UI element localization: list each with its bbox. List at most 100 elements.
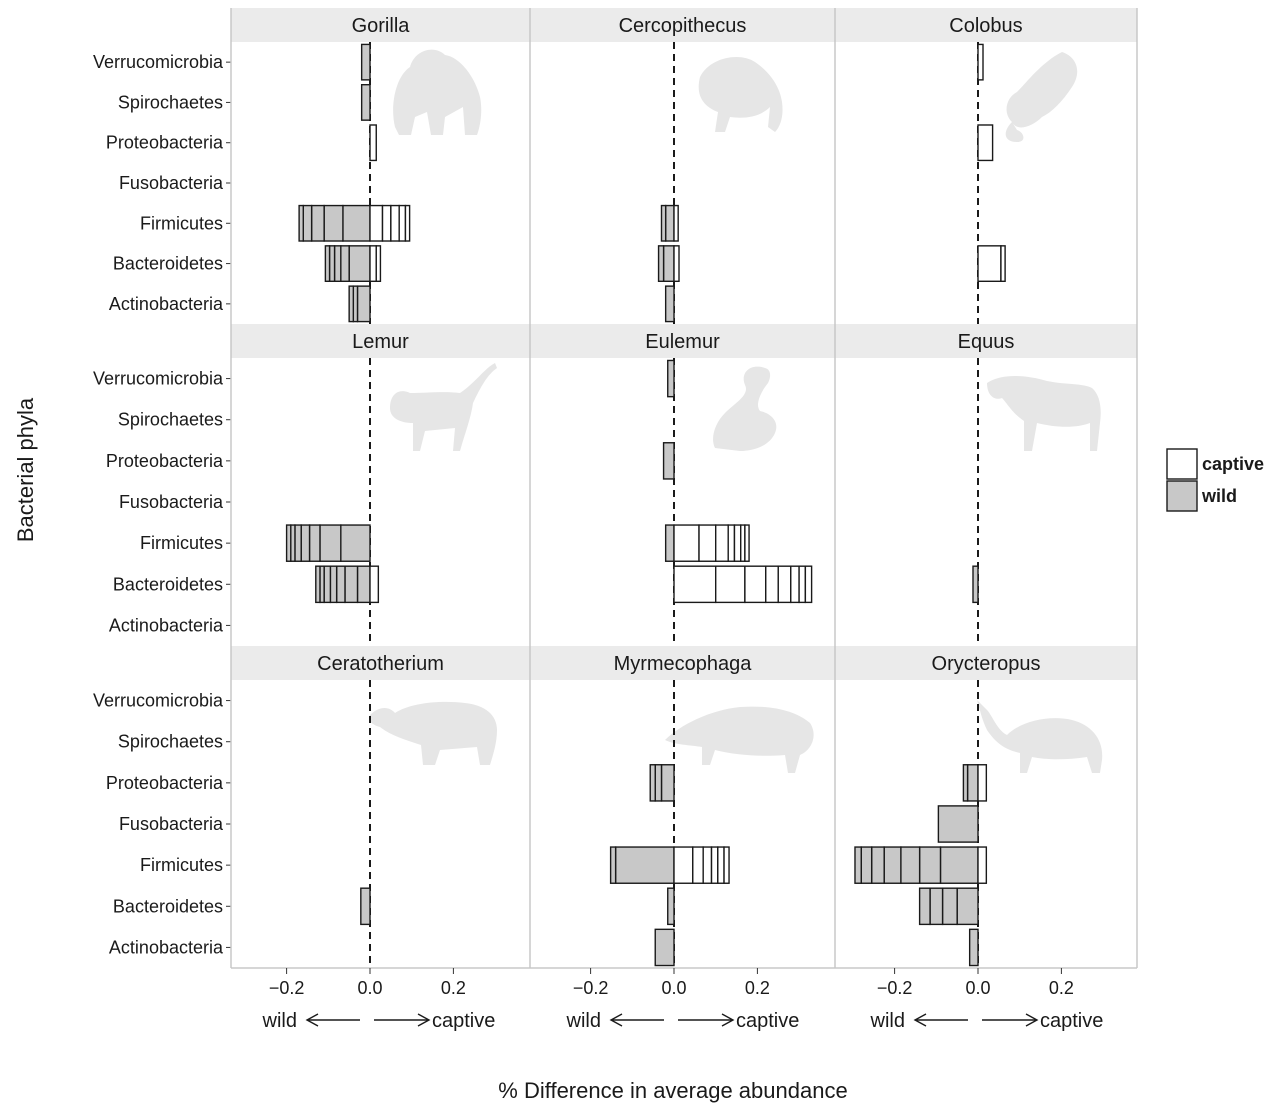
lemur-silhouette-icon xyxy=(390,363,497,451)
strip-label-myrmecophaga: Myrmecophaga xyxy=(614,653,753,675)
phylum-label-actinobacteria: Actinobacteria xyxy=(109,937,224,957)
direction-label-wild: wild xyxy=(870,1010,905,1032)
panels-layer: Gorilla Verrucomicrobia Spirochaetes Proteo… xyxy=(93,8,1137,968)
strip-label-eulemur: Eulemur xyxy=(645,331,720,353)
strip-background xyxy=(530,8,835,42)
bar-captive-verrucomicrobia xyxy=(977,43,984,81)
panel-gorilla: Gorilla Verrucomicrobia Spirochaetes Proteo… xyxy=(93,8,530,324)
horse-silhouette-icon xyxy=(987,376,1101,451)
x-tick-label: 0.0 xyxy=(661,978,686,998)
panel-orycteropus: Orycteropus xyxy=(835,646,1137,968)
bar-wild-verrucomicrobia xyxy=(667,359,675,398)
bar-wild-proteobacteria xyxy=(966,764,979,802)
bar-captive-bacteroidetes xyxy=(375,245,382,282)
anteater-silhouette-icon xyxy=(665,706,814,773)
panel-colobus: Colobus xyxy=(835,8,1137,324)
direction-label-captive: captive xyxy=(1040,1010,1103,1032)
phylum-label-proteobacteria: Proteobacteria xyxy=(106,773,224,793)
bar-captive-firmicutes xyxy=(717,846,725,884)
strip-background xyxy=(231,646,530,680)
bar-captive-firmicutes xyxy=(715,524,729,562)
phylum-label-verrucomicrobia: Verrucomicrobia xyxy=(93,52,224,72)
panel-myrmecophaga: Myrmecophaga xyxy=(530,646,835,968)
arrow-right-head-icon xyxy=(721,1013,735,1027)
bar-wild-firmicutes xyxy=(900,846,921,884)
bar-wild-firmicutes xyxy=(298,204,304,242)
bar-captive-firmicutes xyxy=(381,204,392,242)
bar-wild-firmicutes xyxy=(918,846,942,884)
bar-wild-firmicutes xyxy=(319,524,342,562)
phylum-label-firmicutes: Firmicutes xyxy=(140,855,223,875)
phylum-label-spirochaetes: Spirochaetes xyxy=(118,410,223,430)
phylum-label-bacteroidetes: Bacteroidetes xyxy=(113,574,223,594)
bar-captive-bacteroidetes xyxy=(673,565,717,604)
bar-wild-verrucomicrobia xyxy=(360,43,371,81)
bar-captive-bacteroidetes xyxy=(977,245,1002,282)
bar-wild-firmicutes xyxy=(294,524,302,562)
phylum-label-fusobacteria: Fusobacteria xyxy=(119,814,224,834)
x-tick-label: −0.2 xyxy=(877,978,913,998)
bar-captive-firmicutes xyxy=(733,524,742,562)
bar-wild-bacteroidetes xyxy=(324,245,331,282)
legend-label-captive: captive xyxy=(1202,454,1264,474)
bar-wild-actinobacteria xyxy=(654,928,675,967)
phylum-label-actinobacteria: Actinobacteria xyxy=(109,615,224,635)
bar-wild-bacteroidetes xyxy=(356,565,371,604)
x-tick-label: 0.0 xyxy=(357,978,382,998)
bar-captive-firmicutes xyxy=(723,846,730,884)
x-tick-label: −0.2 xyxy=(269,978,305,998)
phylum-label-bacteroidetes: Bacteroidetes xyxy=(113,896,223,916)
bar-wild-proteobacteria xyxy=(654,764,663,802)
direction-label-captive: captive xyxy=(736,1010,799,1032)
bar-captive-bacteroidetes xyxy=(804,565,813,604)
strip-label-orycteropus: Orycteropus xyxy=(932,653,1041,675)
phylum-label-bacteroidetes: Bacteroidetes xyxy=(113,254,223,274)
bar-wild-firmicutes xyxy=(285,524,292,562)
bar-wild-bacteroidetes xyxy=(662,245,675,282)
monkey-silhouette-icon xyxy=(698,57,783,132)
phylum-label-verrucomicrobia: Verrucomicrobia xyxy=(93,691,224,711)
phylum-label-firmicutes: Firmicutes xyxy=(140,533,223,553)
panel-equus: Equus xyxy=(835,324,1137,646)
bar-captive-firmicutes xyxy=(698,524,717,562)
phylum-label-proteobacteria: Proteobacteria xyxy=(106,133,224,153)
arrow-right-head-icon xyxy=(1025,1013,1039,1027)
strip-background xyxy=(835,646,1137,680)
bar-wild-firmicutes xyxy=(614,846,675,884)
bar-wild-bacteroidetes xyxy=(323,565,332,604)
bar-wild-firmicutes xyxy=(660,204,667,242)
bar-wild-bacteroidetes xyxy=(335,565,346,604)
arrow-right-head-icon xyxy=(417,1013,431,1027)
bar-wild-bacteroidetes xyxy=(972,565,979,604)
bar-wild-actinobacteria xyxy=(664,285,675,323)
bar-captive-proteobacteria xyxy=(369,124,377,162)
bar-captive-bacteroidetes xyxy=(1000,245,1006,282)
bar-wild-firmicutes xyxy=(300,524,311,562)
bar-captive-firmicutes xyxy=(710,846,719,884)
bar-captive-firmicutes xyxy=(744,524,750,562)
bar-wild-firmicutes xyxy=(664,204,675,242)
bar-wild-firmicutes xyxy=(302,204,313,242)
bar-wild-proteobacteria xyxy=(649,764,656,802)
bar-captive-bacteroidetes xyxy=(369,565,380,604)
bar-captive-bacteroidetes xyxy=(673,245,680,282)
bar-captive-bacteroidetes xyxy=(777,565,792,604)
bar-wild-bacteroidetes xyxy=(929,887,944,926)
legend-swatch-wild xyxy=(1166,480,1198,512)
direction-label-captive: captive xyxy=(432,1010,495,1032)
panel-eulemur: Eulemur xyxy=(530,324,835,646)
bar-wild-firmicutes xyxy=(883,846,902,884)
bar-wild-bacteroidetes xyxy=(348,245,371,282)
bar-wild-bacteroidetes xyxy=(360,887,371,926)
strip-label-cercopithecus: Cercopithecus xyxy=(619,15,747,37)
strip-background xyxy=(835,8,1137,42)
bar-wild-bacteroidetes xyxy=(333,245,342,282)
legend: captive wild xyxy=(1166,448,1264,512)
bar-captive-proteobacteria xyxy=(977,764,988,802)
bar-captive-firmicutes xyxy=(390,204,400,242)
strip-label-gorilla: Gorilla xyxy=(352,15,411,37)
bar-captive-bacteroidetes xyxy=(744,565,767,604)
strip-background xyxy=(835,324,1137,358)
bar-wild-firmicutes xyxy=(860,846,873,884)
bar-captive-firmicutes xyxy=(673,846,694,884)
